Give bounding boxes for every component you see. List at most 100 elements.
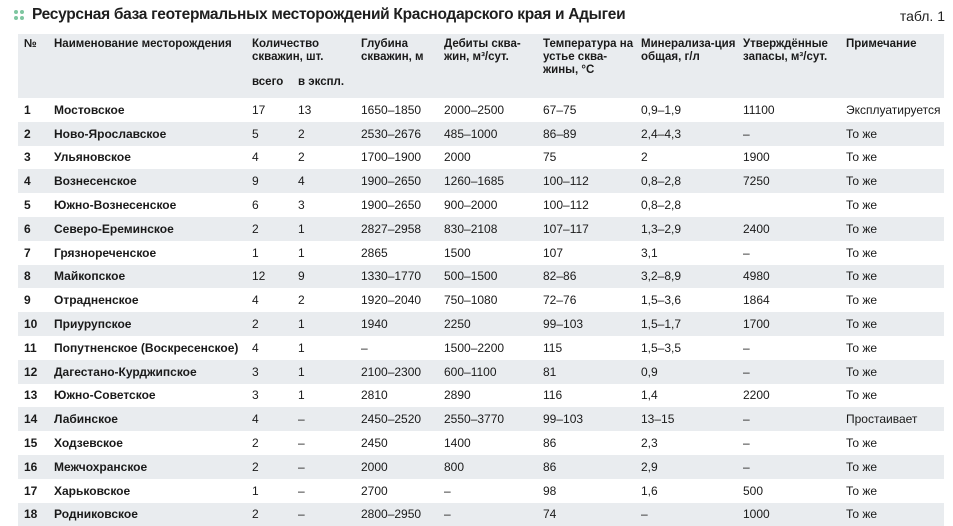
- grid-dots-icon: [14, 10, 24, 20]
- table-row: 16 Межчохранское 2 – 2000 800 86 2,9 – То же: [18, 454, 944, 479]
- cell-wells-active: 1: [298, 388, 305, 403]
- cell-wells-total: 12: [252, 269, 266, 284]
- cell-num: 13: [24, 388, 38, 403]
- cell-debit: 2890: [444, 388, 471, 403]
- cell-mineralization: 2,9: [641, 459, 658, 474]
- cell-debit: 800: [444, 459, 465, 474]
- cell-debit: 2000–2500: [444, 102, 505, 117]
- cell-temperature: 74: [543, 507, 557, 522]
- cell-mineralization: 2,4–4,3: [641, 126, 682, 141]
- cell-temperature: 86–89: [543, 126, 577, 141]
- cell-wells-total: 1: [252, 245, 259, 260]
- cell-wells-total: 17: [252, 102, 266, 117]
- table-row: 10 Приурупское 2 1 1940 2250 99–103 1,5–1,7 1700…: [18, 312, 944, 336]
- cell-name: Ходзевское: [54, 436, 123, 451]
- cell-note: То же: [846, 388, 878, 403]
- cell-wells-active: 1: [298, 317, 305, 332]
- cell-wells-active: –: [298, 436, 305, 451]
- cell-depth: 1650–1850: [361, 102, 422, 117]
- cell-name: Дагестано-Курджипское: [54, 364, 197, 379]
- cell-wells-active: 9: [298, 269, 305, 284]
- cell-note: То же: [846, 174, 878, 189]
- cell-reserves: 500: [743, 483, 764, 498]
- cell-wells-active: –: [298, 459, 305, 474]
- table-row: 18 Родниковское 2 – 2800–2950 – 74 – 1000 То же: [18, 502, 944, 526]
- cell-reserves: 1864: [743, 293, 770, 308]
- cell-depth: 2827–2958: [361, 221, 422, 236]
- cell-note: То же: [846, 340, 878, 355]
- cell-debit: 485–1000: [444, 126, 498, 141]
- cell-num: 11: [24, 340, 37, 355]
- table-row: 17 Харьковское 1 – 2700 – 98 1,6 500 То же: [18, 478, 944, 503]
- cell-debit: 1500: [444, 245, 471, 260]
- cell-debit: 1500–2200: [444, 340, 505, 355]
- cell-reserves: 4980: [743, 269, 770, 284]
- cell-wells-total: 6: [252, 198, 259, 213]
- cell-name: Вознесенское: [54, 174, 137, 189]
- cell-reserves: [737, 193, 840, 217]
- cell-depth: 1920–2040: [361, 293, 422, 308]
- cell-reserves: 2400: [743, 221, 770, 236]
- title-bar: Ресурсная база геотермальных месторожден…: [0, 0, 953, 32]
- cell-wells-active: 4: [298, 174, 305, 189]
- cell-temperature: 115: [543, 340, 563, 355]
- cell-mineralization: 3,2–8,9: [641, 269, 682, 284]
- cell-reserves: 11100: [743, 102, 775, 117]
- cell-reserves: –: [743, 364, 750, 379]
- cell-temperature: 98: [543, 483, 557, 498]
- cell-wells-total: 4: [252, 293, 259, 308]
- cell-debit: 1400: [444, 436, 471, 451]
- cell-name: Грязнореченское: [54, 245, 157, 260]
- cell-num: 6: [24, 221, 31, 236]
- cell-debit: 900–2000: [444, 198, 498, 213]
- cell-debit: 750–1080: [444, 293, 498, 308]
- header-reserves: Утверждённые запасы, м³/сут.: [743, 38, 828, 63]
- cell-num: 10: [24, 317, 38, 332]
- cell-reserves: 2200: [743, 388, 770, 403]
- cell-note: То же: [846, 507, 878, 522]
- cell-reserves: –: [743, 459, 750, 474]
- cell-mineralization: 13–15: [641, 412, 675, 427]
- cell-note: То же: [846, 150, 878, 165]
- cell-debit: –: [444, 483, 451, 498]
- header-wells: Количество скважин, шт.: [252, 38, 324, 63]
- cell-debit: 2000: [444, 150, 471, 165]
- header-note: Примечание: [846, 38, 917, 50]
- cell-wells-active: –: [298, 412, 305, 427]
- cell-num: 3: [24, 150, 31, 165]
- table-row: 13 Южно-Советское 3 1 2810 2890 116 1,4 2200 То ж…: [18, 383, 944, 408]
- table-row: 7 Грязнореченское 1 1 2865 1500 107 3,1 – То же: [18, 240, 944, 265]
- header-wells-total: всего: [252, 76, 284, 88]
- cell-note: То же: [846, 459, 878, 474]
- table-title: Ресурсная база геотермальных месторожден…: [32, 6, 626, 23]
- cell-name: Харьковское: [54, 483, 131, 498]
- cell-wells-active: 2: [298, 150, 305, 165]
- cell-wells-active: 2: [298, 293, 305, 308]
- cell-note: То же: [846, 269, 878, 284]
- cell-reserves: 7250: [743, 174, 770, 189]
- cell-wells-active: –: [298, 507, 305, 522]
- cell-debit: 1260–1685: [444, 174, 505, 189]
- cell-name: Лабинское: [54, 412, 118, 427]
- header-temperature: Температура на устье сква-жины, °С: [543, 38, 634, 76]
- cell-num: 18: [24, 507, 38, 522]
- cell-note: То же: [846, 293, 878, 308]
- cell-num: 1: [24, 102, 31, 117]
- cell-temperature: 107–117: [543, 221, 589, 236]
- cell-mineralization: 3,1: [641, 245, 658, 260]
- cell-mineralization: 1,6: [641, 483, 658, 498]
- table-row: 14 Лабинское 4 – 2450–2520 2550–3770 99–103 13–…: [18, 407, 944, 432]
- cell-depth: 2100–2300: [361, 364, 422, 379]
- cell-note: То же: [846, 198, 878, 213]
- cell-num: 8: [24, 269, 31, 284]
- cell-reserves: –: [743, 412, 750, 427]
- cell-note: Эксплуатируется: [846, 102, 941, 117]
- table-row: 2 Ново-Ярославское 5 2 2530–2676 485–1000 86–8…: [18, 121, 944, 146]
- cell-wells-total: 3: [252, 364, 259, 379]
- table-body: 1 Мостовское 17 13 1650–1850 2000–2500 67–75 0,…: [18, 98, 944, 526]
- cell-num: 12: [24, 364, 38, 379]
- cell-note: То же: [846, 483, 878, 498]
- cell-temperature: 81: [543, 364, 557, 379]
- cell-wells-total: 1: [252, 483, 259, 498]
- cell-temperature: 99–103: [543, 317, 584, 332]
